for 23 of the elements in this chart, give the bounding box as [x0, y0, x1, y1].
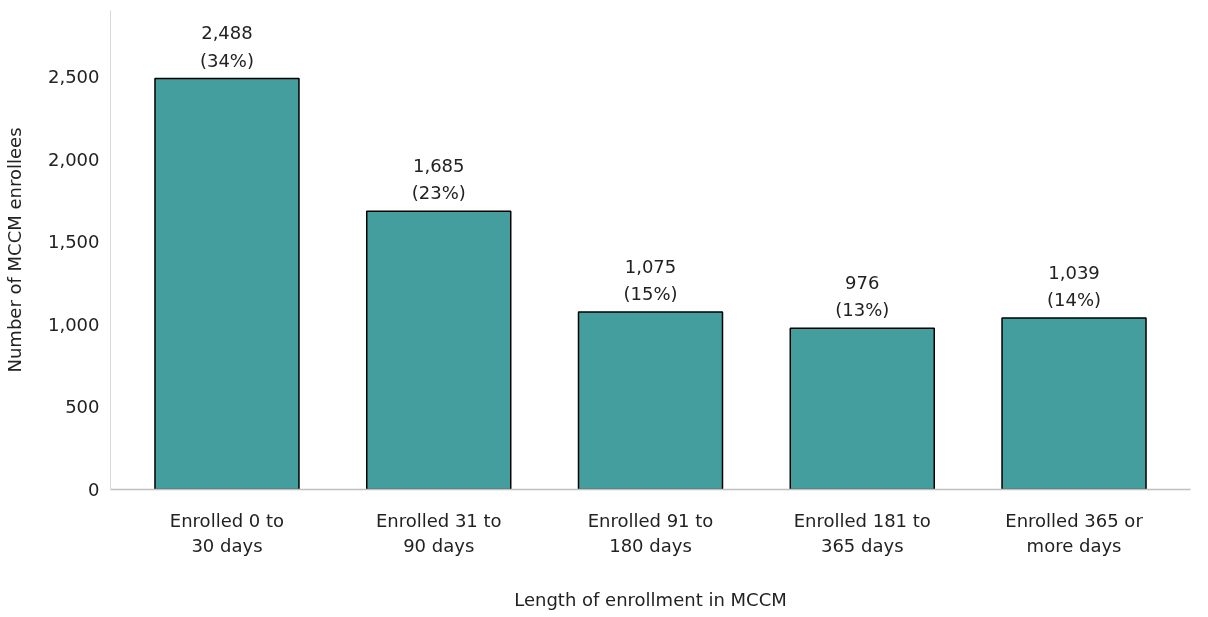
bar [365, 210, 512, 490]
data-label: 1,039 (14%) [1047, 261, 1102, 310]
bar [1001, 317, 1147, 490]
bar [154, 77, 300, 490]
x-tick-label: Enrolled 91 to 180 days [587, 509, 714, 556]
y-tick-label: 1,500 [47, 231, 100, 253]
x-tick-label: Enrolled 365 or more days [1005, 509, 1144, 556]
bar [577, 311, 724, 490]
y-tick-label: 1,000 [47, 313, 100, 335]
x-tick-label: Enrolled 181 to 365 days [793, 509, 931, 556]
data-label: 1,685 (23%) [411, 154, 466, 204]
data-label: 1,075 (15%) [623, 255, 678, 304]
bar [789, 327, 936, 490]
data-label: 2,488 (34%) [199, 22, 255, 71]
x-tick-label: Enrolled 0 to 30 days [169, 509, 285, 556]
y-tick-label: 2,000 [47, 148, 100, 170]
y-tick-label: 500 [65, 396, 100, 418]
y-axis-title: Number of MCCM enrollees [3, 127, 25, 373]
data-label: 976 (13%) [835, 271, 890, 321]
y-tick-label: 2,500 [47, 66, 100, 88]
x-axis-title: Length of enrollment in MCCM [514, 588, 787, 610]
x-tick-label: Enrolled 31 to 90 days [375, 509, 502, 556]
y-tick-label: 0 [88, 479, 100, 500]
